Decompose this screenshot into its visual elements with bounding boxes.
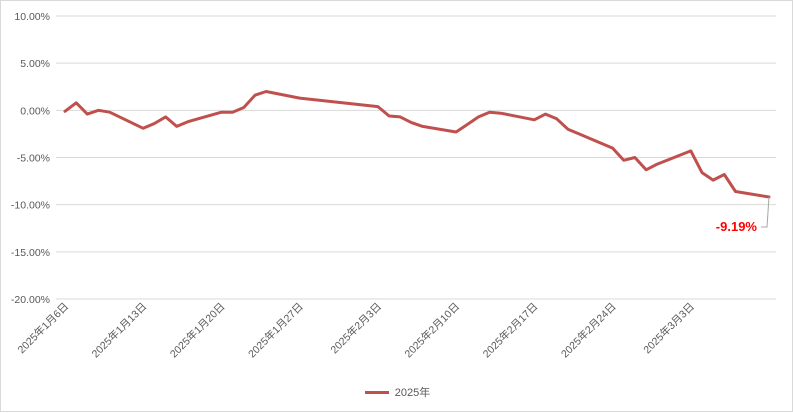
x-tick-label: 2025年2月24日 bbox=[558, 300, 618, 360]
data-point bbox=[242, 106, 245, 109]
y-tick-label: -20.00% bbox=[11, 294, 50, 306]
data-point bbox=[164, 115, 167, 118]
x-tick-label: 2025年2月3日 bbox=[328, 300, 384, 356]
data-point bbox=[555, 117, 558, 120]
data-point bbox=[477, 115, 480, 118]
data-point bbox=[566, 128, 569, 131]
x-tick-label: 2025年3月3日 bbox=[641, 300, 697, 356]
data-point bbox=[533, 118, 536, 121]
data-point bbox=[455, 131, 458, 134]
data-point bbox=[611, 147, 614, 150]
x-tick-label: 2025年1月6日 bbox=[15, 300, 71, 356]
data-point bbox=[265, 90, 268, 93]
callout-leader bbox=[761, 196, 770, 228]
data-point bbox=[734, 190, 737, 193]
x-tick-label: 2025年2月17日 bbox=[480, 300, 540, 360]
data-point bbox=[142, 127, 145, 130]
data-point bbox=[656, 163, 659, 166]
data-point bbox=[231, 111, 234, 114]
data-point bbox=[712, 179, 715, 182]
legend: 2025年 bbox=[1, 384, 793, 400]
data-point bbox=[410, 121, 413, 124]
x-tick-label: 2025年1月27日 bbox=[245, 300, 305, 360]
x-tick-label: 2025年2月10日 bbox=[402, 300, 462, 360]
data-point bbox=[253, 94, 256, 97]
last-value-label: -9.19% bbox=[716, 219, 758, 234]
data-point bbox=[64, 110, 67, 113]
y-tick-label: -15.00% bbox=[11, 247, 50, 259]
x-tick-label: 2025年1月20日 bbox=[167, 300, 227, 360]
data-point bbox=[689, 149, 692, 152]
data-point bbox=[645, 168, 648, 171]
data-point bbox=[488, 111, 491, 114]
y-tick-label: -10.00% bbox=[11, 200, 50, 212]
data-point bbox=[700, 171, 703, 174]
data-point bbox=[298, 97, 301, 100]
data-point bbox=[376, 105, 379, 108]
y-tick-label: 10.00% bbox=[14, 11, 50, 23]
data-point bbox=[633, 156, 636, 159]
y-tick-label: 0.00% bbox=[20, 105, 50, 117]
data-point bbox=[421, 125, 424, 128]
data-point bbox=[175, 125, 178, 128]
data-point bbox=[220, 111, 223, 114]
data-point bbox=[499, 112, 502, 115]
data-point bbox=[75, 101, 78, 104]
legend-label: 2025年 bbox=[394, 387, 431, 399]
data-point bbox=[153, 122, 156, 125]
y-tick-label: 5.00% bbox=[20, 58, 50, 70]
data-point bbox=[399, 115, 402, 118]
data-point bbox=[466, 123, 469, 126]
data-point bbox=[723, 173, 726, 176]
y-tick-label: -5.00% bbox=[17, 153, 50, 165]
data-point bbox=[544, 113, 547, 116]
data-point bbox=[186, 120, 189, 123]
data-point bbox=[578, 132, 581, 135]
legend-swatch bbox=[364, 390, 389, 394]
data-point bbox=[388, 114, 391, 117]
series-line bbox=[63, 90, 771, 199]
data-point bbox=[108, 111, 111, 114]
data-point bbox=[97, 109, 100, 112]
data-point bbox=[622, 159, 625, 162]
x-tick-label: 2025年1月13日 bbox=[89, 300, 149, 360]
data-point bbox=[86, 113, 89, 116]
